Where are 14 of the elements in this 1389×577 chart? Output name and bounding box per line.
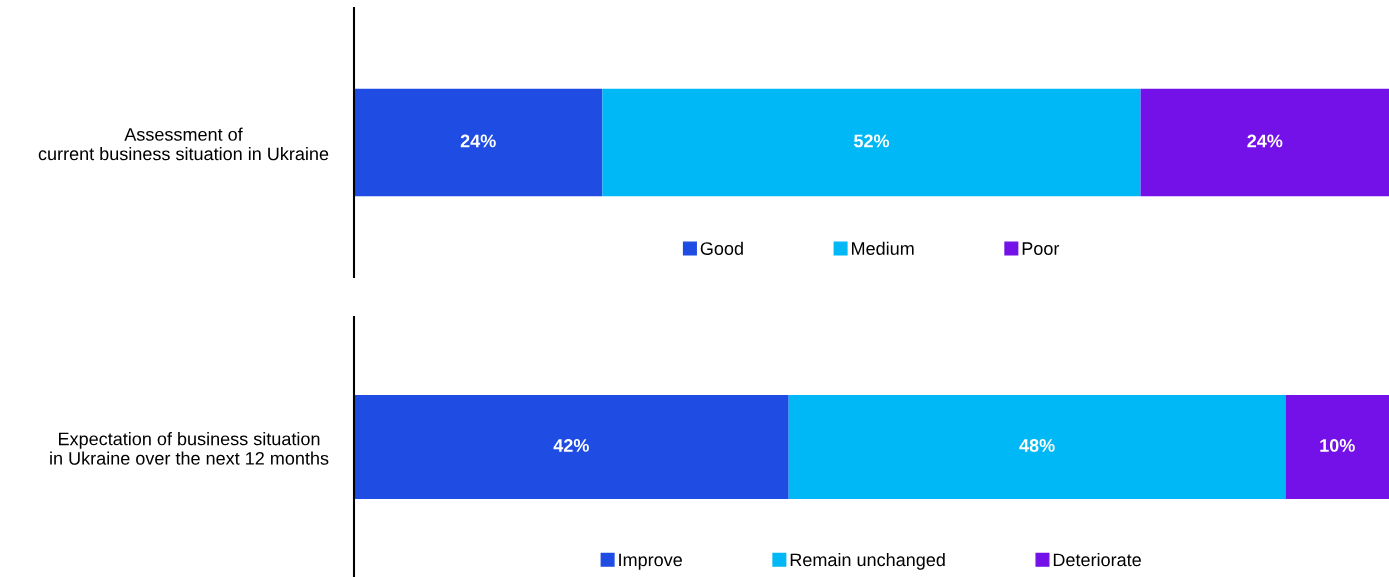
data-label: 10% [1320, 439, 1355, 452]
legend-label: Remain unchanged [790, 552, 945, 570]
legend-label: Improve [619, 553, 682, 570]
legend-label: Deteriorate [1053, 552, 1141, 567]
legend-label: Good [700, 241, 743, 255]
legend-label: Poor [1022, 242, 1060, 255]
data-label: 42% [553, 439, 589, 452]
data-label: 48% [1019, 439, 1055, 452]
data-label: 52% [853, 134, 890, 148]
y-tick-label: Expectation of business situation in Ukraine over the next 12 months [50, 432, 329, 465]
data-label: 24% [460, 134, 496, 148]
data-label: 24% [1247, 134, 1283, 148]
y-tick-label: Assessment of current business situation in Ukraine [38, 127, 329, 161]
legend-label: Medium [852, 241, 914, 255]
